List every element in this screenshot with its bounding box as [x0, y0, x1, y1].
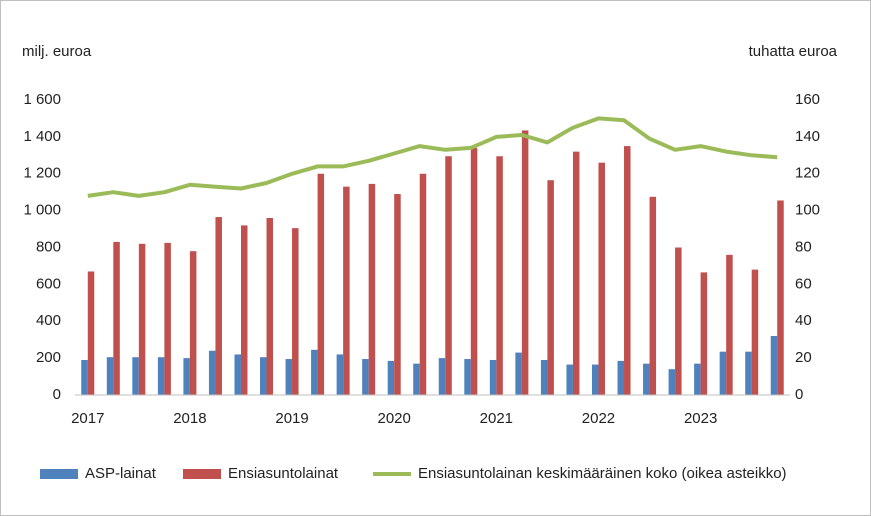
y-tick-label: 200 — [36, 349, 61, 366]
y2-axis-title: tuhatta euroa — [749, 43, 838, 60]
legend-label: Ensiasuntolainat — [228, 465, 339, 482]
x-tick-label: 2023 — [684, 410, 717, 427]
bar — [87, 271, 95, 395]
bar — [566, 364, 573, 395]
bar — [157, 357, 165, 395]
bar — [81, 359, 88, 395]
bar — [700, 272, 708, 395]
y-tick-label: 1 400 — [23, 128, 61, 145]
bar — [317, 173, 325, 395]
x-tick-label: 2020 — [378, 410, 411, 427]
x-tick-label: 2018 — [173, 410, 206, 427]
bar — [521, 130, 529, 395]
y2-tick-label: 20 — [795, 349, 812, 366]
bar — [694, 363, 701, 395]
bar — [215, 217, 222, 395]
bar — [540, 359, 548, 395]
bar — [649, 196, 657, 395]
bar — [617, 360, 625, 395]
y2-tick-label: 60 — [795, 275, 812, 292]
bar — [311, 349, 318, 395]
y-tick-label: 600 — [36, 275, 61, 292]
bar — [362, 359, 369, 395]
legend-swatch — [183, 469, 221, 479]
bar — [138, 243, 146, 395]
y2-tick-label: 0 — [795, 386, 803, 403]
bar — [745, 351, 752, 395]
bar — [132, 357, 139, 395]
bar — [266, 218, 274, 395]
bar — [668, 369, 676, 395]
bar — [572, 151, 580, 395]
legend-label: ASP-lainat — [85, 465, 157, 482]
bar — [464, 359, 471, 395]
bar — [113, 241, 120, 395]
y2-tick-label: 80 — [795, 238, 812, 255]
y-tick-label: 400 — [36, 312, 61, 329]
y2-tick-label: 40 — [795, 312, 812, 329]
bar — [777, 200, 784, 395]
bar — [292, 228, 299, 395]
bar — [719, 351, 727, 395]
y-tick-label: 1 000 — [23, 202, 61, 219]
bar — [234, 354, 241, 395]
bar — [164, 242, 171, 395]
y2-tick-label: 120 — [795, 165, 820, 182]
x-tick-label: 2017 — [71, 410, 104, 427]
bar — [343, 186, 350, 395]
bar — [675, 247, 682, 395]
y-tick-label: 0 — [53, 386, 61, 403]
x-tick-label: 2019 — [275, 410, 308, 427]
bar — [183, 358, 190, 395]
legend-label: Ensiasuntolainan keskimääräinen koko (oi… — [418, 465, 787, 482]
bar — [413, 363, 420, 395]
bar — [208, 350, 216, 395]
y-axis-title: milj. euroa — [22, 43, 92, 60]
y-tick-label: 800 — [36, 238, 61, 255]
bar — [726, 254, 733, 395]
bar — [260, 357, 267, 395]
bar — [189, 251, 197, 395]
y2-tick-label: 160 — [795, 91, 820, 108]
bar — [751, 269, 759, 395]
bar — [336, 354, 344, 395]
bar — [489, 359, 497, 395]
x-tick-label: 2022 — [582, 410, 615, 427]
bar — [419, 173, 427, 395]
bar — [496, 156, 503, 395]
bar — [240, 225, 248, 395]
bar — [445, 156, 452, 395]
bar — [547, 180, 554, 395]
bar — [368, 183, 376, 395]
bar — [387, 360, 395, 395]
y2-tick-label: 100 — [795, 202, 820, 219]
y-tick-label: 1 600 — [23, 91, 61, 108]
bar — [438, 358, 446, 395]
bar — [106, 357, 114, 395]
line — [87, 116, 778, 198]
bar — [643, 363, 650, 395]
bar — [394, 194, 401, 395]
bar — [470, 147, 478, 395]
bar — [624, 146, 631, 395]
bar — [285, 359, 293, 395]
bar — [770, 336, 778, 395]
y-tick-label: 1 200 — [23, 165, 61, 182]
x-tick-label: 2021 — [480, 410, 513, 427]
legend-swatch — [40, 469, 78, 479]
y2-tick-label: 140 — [795, 128, 820, 145]
bar — [591, 364, 599, 395]
bar — [598, 162, 605, 395]
bar — [515, 352, 522, 395]
